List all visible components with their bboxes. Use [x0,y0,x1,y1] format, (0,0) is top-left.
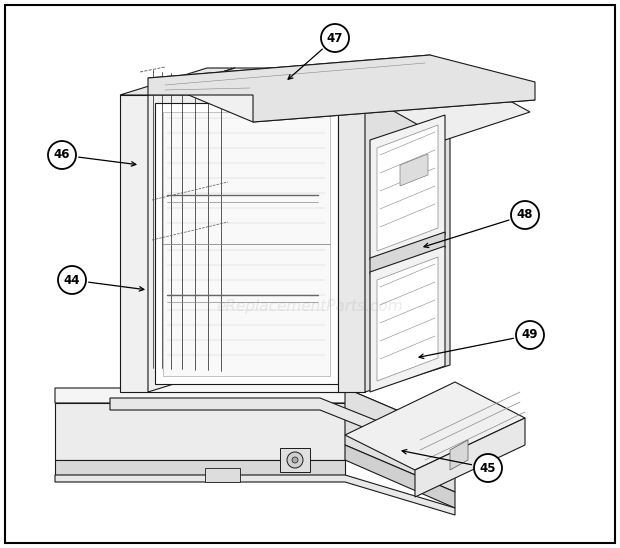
Polygon shape [148,55,535,122]
Polygon shape [148,68,430,95]
Polygon shape [338,68,450,95]
Circle shape [474,454,502,482]
Polygon shape [120,68,235,95]
Polygon shape [370,232,445,274]
Polygon shape [205,468,240,482]
Polygon shape [55,403,345,460]
Text: 46: 46 [54,149,70,162]
Text: 44: 44 [64,273,80,287]
Polygon shape [377,257,438,381]
Circle shape [287,452,303,468]
Polygon shape [155,103,338,384]
Polygon shape [55,475,455,515]
Polygon shape [415,418,525,497]
Polygon shape [345,445,455,508]
Polygon shape [365,68,530,140]
Polygon shape [148,95,345,392]
Polygon shape [280,448,310,472]
Circle shape [321,24,349,52]
Polygon shape [370,115,445,260]
Polygon shape [55,388,455,450]
Polygon shape [370,246,445,392]
Text: eReplacementParts.com: eReplacementParts.com [216,299,404,315]
Polygon shape [450,440,468,470]
Polygon shape [110,398,395,440]
Polygon shape [120,95,148,392]
Polygon shape [163,112,330,376]
Text: 47: 47 [327,31,343,44]
Polygon shape [345,388,455,492]
Polygon shape [55,460,345,475]
Circle shape [48,141,76,169]
Polygon shape [377,125,438,251]
Polygon shape [345,382,525,470]
Circle shape [292,457,298,463]
Text: 48: 48 [516,208,533,221]
Polygon shape [365,68,450,392]
Text: 49: 49 [522,328,538,341]
Polygon shape [400,154,428,186]
Circle shape [516,321,544,349]
Circle shape [511,201,539,229]
Polygon shape [338,95,365,392]
Polygon shape [148,68,235,392]
Circle shape [58,266,86,294]
Polygon shape [148,55,535,122]
Text: 45: 45 [480,461,496,475]
